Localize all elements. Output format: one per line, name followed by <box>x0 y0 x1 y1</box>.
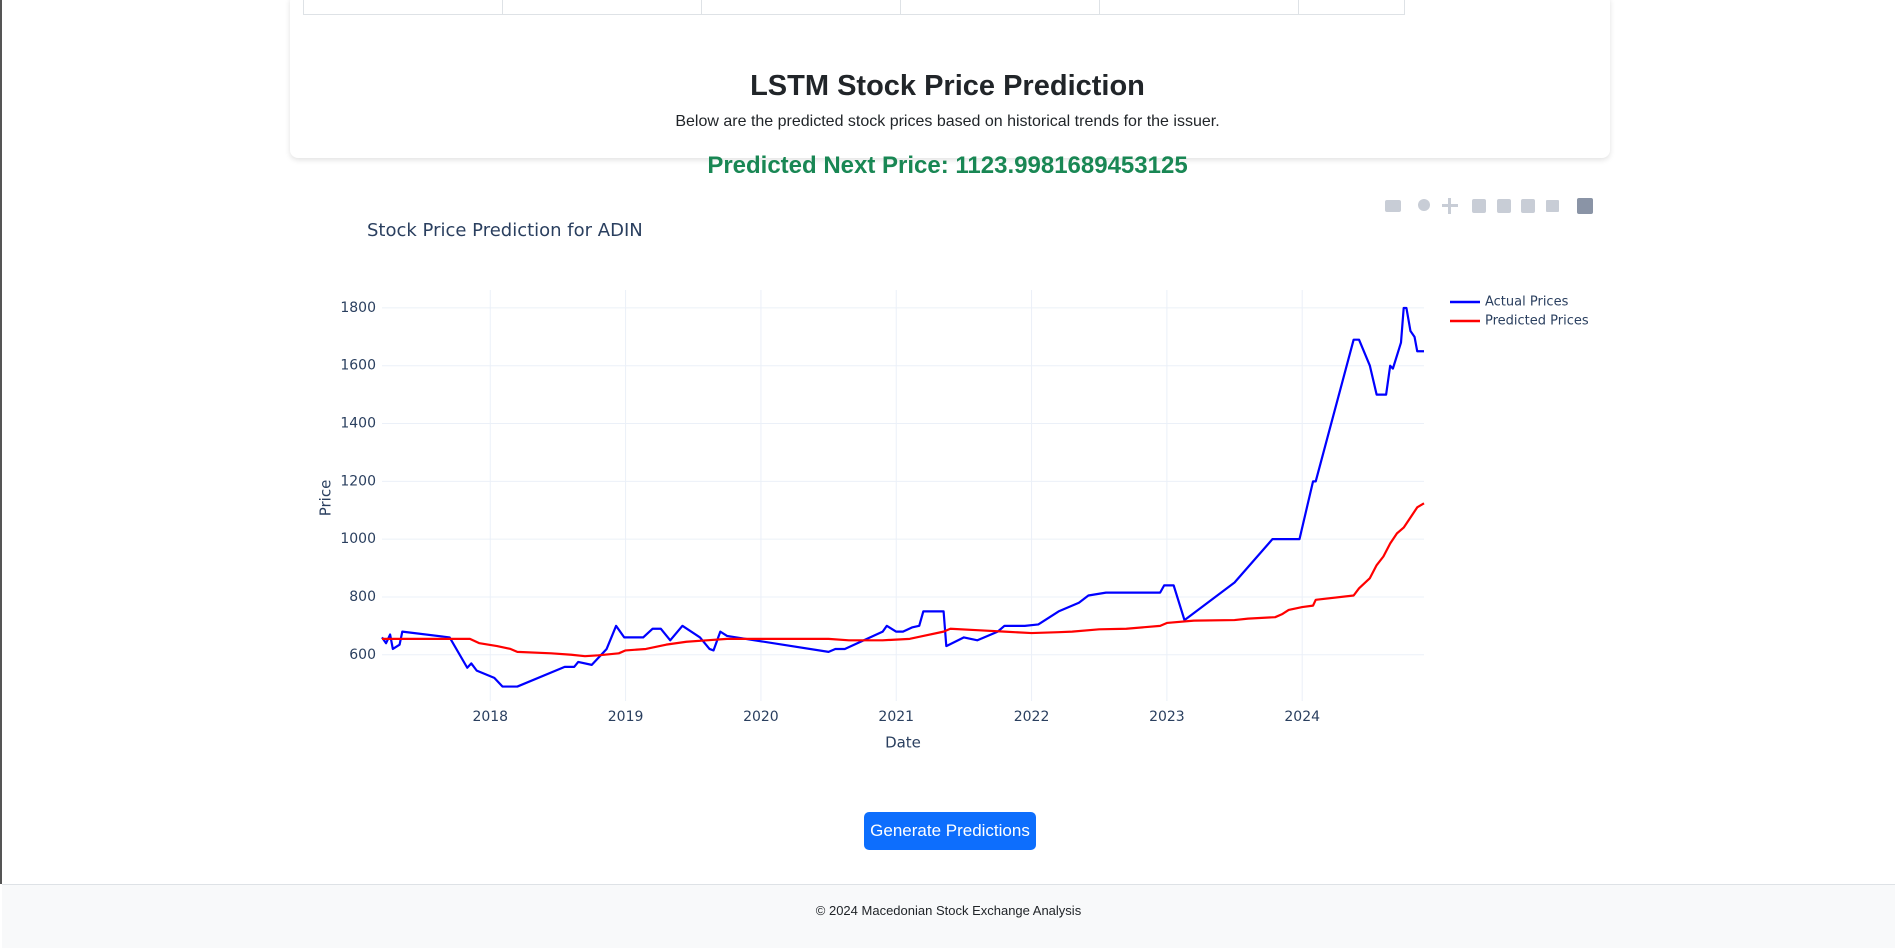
table-row <box>303 0 1405 15</box>
data-line <box>381 306 1424 688</box>
autoscale-icon[interactable] <box>1521 199 1535 213</box>
chart: Stock Price Prediction for ADIN Date Pri… <box>317 198 1593 752</box>
legend-label: Actual Prices <box>1485 295 1569 310</box>
x-tick-label: 2023 <box>1149 709 1185 725</box>
reset-icon[interactable] <box>1546 200 1559 212</box>
x-tick-label: 2021 <box>878 709 914 725</box>
y-tick-label: 600 <box>349 647 376 663</box>
page-title: LSTM Stock Price Prediction <box>750 70 1145 102</box>
y-tick-label: 1400 <box>340 416 376 432</box>
generate-button[interactable]: Generate Predictions <box>864 812 1036 850</box>
plot-lines <box>381 306 1425 688</box>
zoom-icon[interactable] <box>1418 199 1430 211</box>
x-axis-title: Date <box>885 734 921 752</box>
zoom-in-icon[interactable] <box>1472 199 1486 213</box>
y-tick-label: 1000 <box>340 531 376 547</box>
legend: Actual Prices Predicted Prices <box>1450 295 1589 329</box>
card <box>290 0 1610 158</box>
legend-label: Predicted Prices <box>1485 314 1589 329</box>
pan-icon-v <box>1448 198 1451 214</box>
y-axis-title: Price <box>317 480 335 517</box>
x-tick-label: 2022 <box>1014 709 1050 725</box>
grid: 600 800 1000 1200 1400 1600 1800 2018 2019 2020 20… <box>340 290 1424 725</box>
zoom-out-icon[interactable] <box>1497 199 1511 213</box>
y-tick-label: 1800 <box>340 300 376 316</box>
camera-icon[interactable] <box>1385 200 1401 212</box>
data-line <box>382 502 1425 658</box>
y-tick-label: 1600 <box>340 358 376 374</box>
x-tick-label: 2019 <box>608 709 644 725</box>
predicted-price: Predicted Next Price: 1123.9981689453125 <box>707 152 1188 179</box>
footer-text: © 2024 Macedonian Stock Exchange Analysi… <box>815 903 1082 918</box>
chart-title: Stock Price Prediction for ADIN <box>367 220 643 241</box>
page-subtitle: Below are the predicted stock prices bas… <box>675 113 1220 130</box>
plotly-logo[interactable] <box>1577 198 1593 214</box>
x-tick-label: 2018 <box>472 709 508 725</box>
x-tick-label: 2024 <box>1284 709 1320 725</box>
footer: © 2024 Macedonian Stock Exchange Analysi… <box>2 884 1895 948</box>
y-tick-label: 800 <box>349 589 376 605</box>
x-tick-label: 2020 <box>743 709 779 725</box>
modebar <box>1385 198 1593 214</box>
window-edge <box>0 0 2 884</box>
y-tick-label: 1200 <box>340 473 376 489</box>
